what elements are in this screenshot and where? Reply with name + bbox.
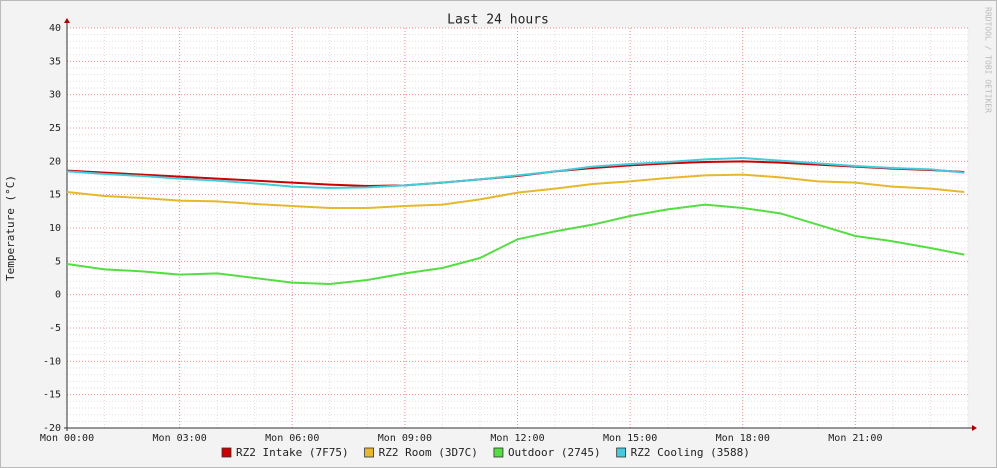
y-tick-label: 0 [55,290,61,301]
series-line [66,156,965,190]
axis-arrow [64,18,70,23]
y-tick-label: 5 [55,256,61,267]
series-line [66,173,965,209]
y-tick-label: 10 [49,223,61,234]
x-tick-label: Mon 00:00 [40,433,94,444]
legend-label: RZ2 Room (3D7C) [379,446,478,459]
y-tick-label: 35 [49,56,61,67]
legend-label: RZ2 Cooling (3588) [631,446,750,459]
x-tick-label: Mon 21:00 [828,433,882,444]
y-tick-label: 20 [49,156,61,167]
legend-label: RZ2 Intake (7F75) [236,446,349,459]
x-tick-label: Mon 03:00 [153,433,207,444]
y-tick-label: 30 [49,90,61,101]
x-tick-label: Mon 15:00 [603,433,657,444]
y-tick-label: -20 [43,423,61,434]
x-tick-label: Mon 06:00 [265,433,319,444]
watermark: RRDTOOL / TOBI OETIKER [984,7,993,113]
x-tick-label: Mon 12:00 [490,433,544,444]
y-tick-label: -10 [43,356,61,367]
y-tick-label: 25 [49,123,61,134]
x-tick-label: Mon 09:00 [378,433,432,444]
y-axis-label: Temperature (°C) [4,175,17,281]
y-tick-label: -5 [49,323,61,334]
axis-arrow [972,425,977,431]
legend-swatch [493,447,504,458]
chart-title: Last 24 hours [447,13,549,28]
legend-swatch [364,447,374,458]
legend-swatch [616,447,627,458]
series-line [66,203,965,286]
y-tick-label: 15 [49,190,61,201]
y-tick-label: 40 [49,23,61,34]
x-tick-label: Mon 18:00 [716,433,770,444]
y-tick-label: -15 [43,390,61,401]
legend-label: Outdoor (2745) [508,446,601,459]
legend-swatch [221,447,232,458]
